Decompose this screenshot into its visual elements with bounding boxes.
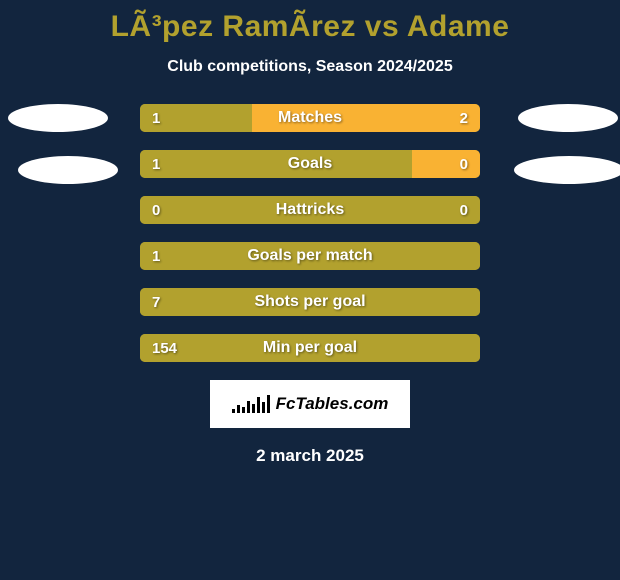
bar-value-left: 154 (152, 334, 177, 362)
content-area: Matches12Goals10Hattricks00Goals per mat… (0, 104, 620, 466)
bar-value-left: 7 (152, 288, 160, 316)
bar-label: Matches (140, 104, 480, 132)
bar-value-right: 2 (460, 104, 468, 132)
player-left-ellipse-2 (18, 156, 118, 184)
bar-value-left: 0 (152, 196, 160, 224)
bars-container: Matches12Goals10Hattricks00Goals per mat… (140, 104, 480, 362)
bar-value-right: 0 (460, 196, 468, 224)
stat-bar: Min per goal154 (140, 334, 480, 362)
logo-text: FcTables.com (276, 394, 389, 414)
sparkline-icon (232, 395, 270, 413)
bar-label: Goals (140, 150, 480, 178)
bar-label: Min per goal (140, 334, 480, 362)
stat-bar: Hattricks0 0 (140, 196, 480, 224)
stat-bar: Goals1 0 (140, 150, 480, 178)
comparison-card: LÃ³pez RamÃ­rez vs Adame Club competitio… (0, 0, 620, 580)
bar-value-left: 1 (152, 150, 160, 178)
stat-bar: Goals per match1 (140, 242, 480, 270)
stat-bar: Shots per goal7 (140, 288, 480, 316)
footer-date: 2 march 2025 (0, 446, 620, 466)
bar-value-left: 1 (152, 242, 160, 270)
page-title: LÃ³pez RamÃ­rez vs Adame (0, 0, 620, 44)
logo-box[interactable]: FcTables.com (210, 380, 410, 428)
player-right-ellipse-2 (514, 156, 620, 184)
bar-label: Hattricks (140, 196, 480, 224)
stat-bar: Matches1 2 (140, 104, 480, 132)
bar-value-right: 0 (460, 150, 468, 178)
bar-value-left: 1 (152, 104, 160, 132)
bar-label: Shots per goal (140, 288, 480, 316)
player-right-ellipse-1 (518, 104, 618, 132)
subtitle: Club competitions, Season 2024/2025 (0, 58, 620, 76)
player-left-ellipse-1 (8, 104, 108, 132)
bar-label: Goals per match (140, 242, 480, 270)
